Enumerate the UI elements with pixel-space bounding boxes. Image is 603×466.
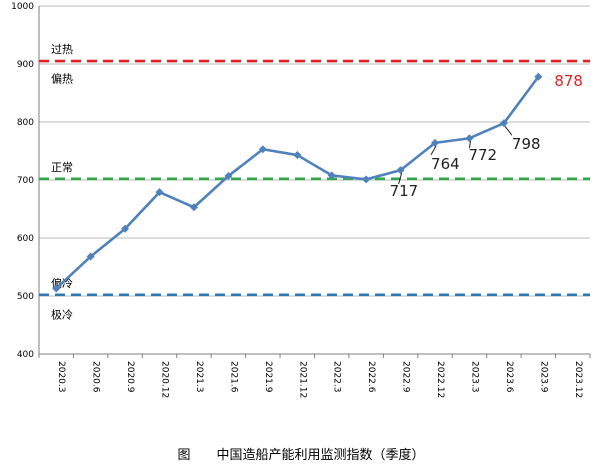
x-tick-label: 2020.9 [125,361,135,393]
data-point [431,138,440,147]
y-tick-label: 600 [17,234,34,244]
x-tick-label: 2023.3 [469,361,479,393]
y-tick-label: 700 [17,176,34,186]
x-tick-label: 2023.9 [538,361,548,393]
data-point [327,171,336,180]
data-point [362,175,371,184]
data-point [396,166,405,175]
x-tick-label: 2021.6 [228,361,238,393]
x-tick-label: 2020.12 [160,361,170,398]
data-point [86,252,95,261]
data-point [534,72,543,81]
x-tick-label: 2022.6 [366,361,376,393]
data-point [224,171,233,180]
x-tick-label: 2020.3 [56,361,66,393]
annotation-label: 764 [431,155,460,173]
annotation-label: 717 [390,182,419,200]
y-tick-label: 1000 [11,2,34,12]
data-point [499,119,508,128]
data-point [258,145,267,154]
data-point [293,151,302,160]
x-tick-label: 2022.12 [435,361,445,398]
annotation-label: 878 [554,72,583,90]
x-tick-label: 2022.9 [401,361,411,393]
data-point [155,188,164,197]
zone-label-normal: 正常 [51,161,73,174]
annotation-leader [398,173,403,185]
y-tick-label: 400 [17,350,34,360]
y-tick-label: 900 [17,60,34,70]
x-tick-label: 2021.3 [194,361,204,393]
x-tick-label: 2023.6 [504,361,514,393]
y-tick-label: 500 [17,292,34,302]
data-point [189,203,198,212]
zone-label-overheat: 过热 [51,43,73,56]
zone-label: 偏热 [51,72,73,86]
series-line [55,75,540,290]
data-point [465,134,474,143]
x-tick-label: 2023.12 [573,361,583,398]
data-point [52,284,61,293]
x-tick-label: 2021.12 [297,361,307,398]
data-point [121,224,130,233]
zone-label: 极冷 [51,308,73,322]
annotation-label: 798 [512,135,541,153]
annotation-leader [430,145,437,156]
annotation-leader [468,141,471,149]
y-tick-label: 800 [17,118,34,128]
x-tick-label: 2020.6 [91,361,101,393]
x-tick-label: 2021.9 [263,361,273,393]
chart-caption: 图 中国造船产能利用监测指数（季度） [177,447,424,463]
x-tick-label: 2022.3 [332,361,342,393]
annotation-label: 772 [468,146,497,164]
annotation-leader [504,125,513,136]
